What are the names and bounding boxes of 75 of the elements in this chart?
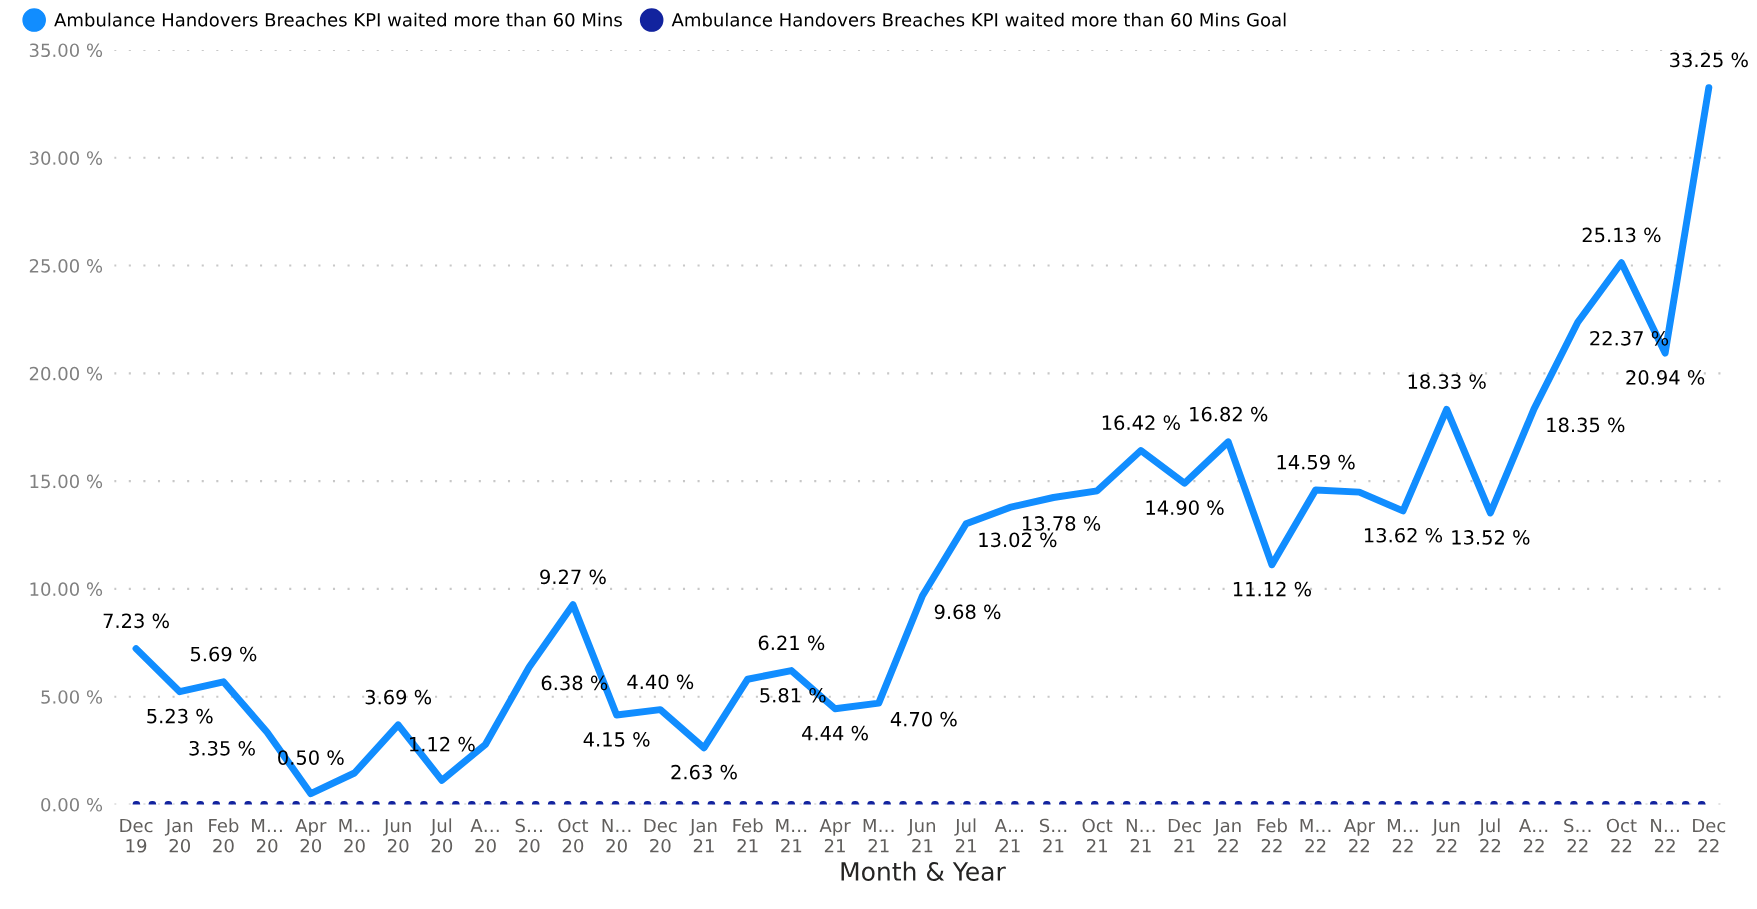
x-tick-label: S… 22 <box>1564 818 1591 853</box>
x-tick-label: Jul 21 <box>954 818 976 853</box>
x-tick-label: Apr 22 <box>1343 818 1375 853</box>
data-label: 20.94 % <box>1626 370 1705 385</box>
x-tick-label: S… 21 <box>1039 818 1067 853</box>
x-tick-label: M… 21 <box>863 818 894 853</box>
data-label: 13.52 % <box>1452 530 1530 545</box>
data-label: 2.63 % <box>671 764 737 780</box>
x-tick-label: Dec 19 <box>120 818 153 853</box>
y-tick-label: 0.00 % <box>41 797 103 812</box>
x-tick-label: A… 20 <box>470 818 499 853</box>
x-tick-label: Dec 22 <box>1693 818 1726 853</box>
y-tick-label: 25.00 % <box>29 259 103 273</box>
x-tick-label: Apr 21 <box>819 818 851 853</box>
data-label: 9.27 % <box>540 569 606 585</box>
x-tick-label: N… 20 <box>602 818 631 853</box>
x-tick-label: M… 21 <box>776 818 807 853</box>
x-tick-label: M… 22 <box>1300 818 1331 853</box>
x-tick-label: Jan 20 <box>164 818 193 853</box>
data-label: 14.59 % <box>1277 454 1355 470</box>
x-tick-label: Oct 22 <box>1606 818 1637 853</box>
x-tick-label: S… 20 <box>515 818 542 853</box>
y-tick-label: 10.00 % <box>30 582 103 597</box>
data-label: 18.33 % <box>1408 374 1486 389</box>
x-axis-title: Month & Year <box>841 861 1006 881</box>
x-tick-label: A… 21 <box>994 818 1023 853</box>
x-tick-label: Jun 21 <box>907 818 935 853</box>
data-label: 14.90 % <box>1146 500 1224 515</box>
data-label: 6.21 % <box>758 635 825 651</box>
data-label: 3.69 % <box>365 689 432 705</box>
data-label: 7.23 % <box>103 613 169 629</box>
y-tick-label: 30.00 % <box>29 151 103 165</box>
data-label: 9.68 % <box>934 604 1001 620</box>
data-label: 3.35 % <box>189 740 255 756</box>
x-tick-label: Jan 21 <box>689 818 717 853</box>
legend-label: Ambulance Handovers Breaches KPI waited more than 60 Mins Goal <box>671 12 1286 27</box>
x-tick-label: Apr 20 <box>295 818 327 853</box>
y-tick-label: 15.00 % <box>30 474 103 489</box>
data-label: 18.35 % <box>1547 417 1625 433</box>
x-tick-label: Jul 20 <box>430 818 453 853</box>
data-label: 4.15 % <box>583 732 650 747</box>
data-label: 13.62 % <box>1364 527 1443 543</box>
data-label: 13.78 % <box>1023 516 1101 531</box>
x-tick-label: M… 20 <box>252 818 282 853</box>
legend-label: Ambulance Handovers Breaches KPI waited more than 60 Mins <box>54 12 622 27</box>
data-label: 16.82 % <box>1190 406 1268 422</box>
data-label: 4.44 % <box>802 725 868 741</box>
data-label: 16.42 % <box>1102 415 1180 431</box>
data-label: 13.02 % <box>979 532 1057 548</box>
x-tick-label: Feb 21 <box>733 818 763 853</box>
y-tick-label: 35.00 % <box>29 43 103 58</box>
data-label: 33.25 % <box>1670 52 1748 68</box>
x-tick-label: Oct 20 <box>558 818 589 853</box>
x-tick-label: M… 20 <box>339 818 370 853</box>
x-tick-label: Oct 21 <box>1082 818 1113 853</box>
x-tick-label: Feb 22 <box>1257 818 1287 853</box>
x-tick-label: Jan 22 <box>1213 818 1241 853</box>
x-tick-label: Dec 21 <box>1168 818 1201 853</box>
x-tick-label: Jul 22 <box>1478 818 1501 853</box>
x-tick-label: M… 22 <box>1387 818 1418 853</box>
x-tick-label: A… 22 <box>1518 818 1548 853</box>
x-tick-label: Dec 20 <box>644 818 677 853</box>
x-tick-label: N… 22 <box>1651 818 1679 853</box>
x-tick-label: Jun 20 <box>383 818 411 853</box>
x-tick-label: N… 21 <box>1126 818 1155 853</box>
data-label: 4.70 % <box>890 711 957 727</box>
data-label: 11.12 % <box>1233 581 1312 597</box>
y-tick-label: 5.00 % <box>41 690 103 704</box>
data-label: 25.13 % <box>1582 227 1661 243</box>
x-tick-label: Jun 22 <box>1431 818 1460 853</box>
data-label: 5.69 % <box>190 646 257 662</box>
x-tick-label: Feb 20 <box>209 818 239 853</box>
data-label: 4.40 % <box>627 674 694 690</box>
y-tick-label: 20.00 % <box>29 366 103 381</box>
data-label: 5.23 % <box>147 708 213 724</box>
